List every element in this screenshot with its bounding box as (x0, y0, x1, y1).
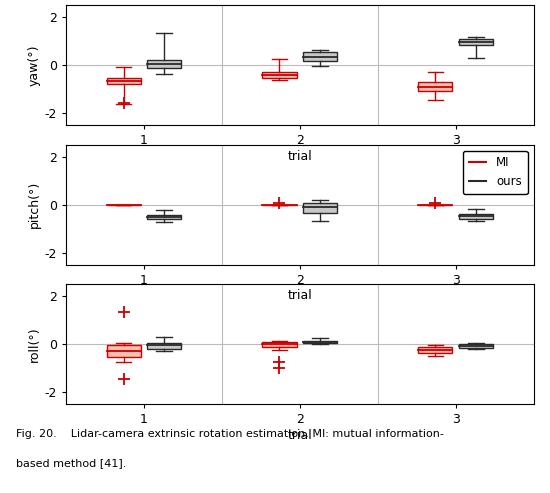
Y-axis label: roll(°): roll(°) (28, 326, 41, 362)
Bar (418, 347, 453, 353)
Legend: MI, ours: MI, ours (463, 150, 527, 194)
Bar (459, 213, 493, 218)
Bar (459, 39, 493, 45)
Y-axis label: pitch(°): pitch(°) (28, 181, 41, 228)
Bar (303, 203, 337, 213)
Bar (418, 82, 453, 91)
Text: Fig. 20.    Lidar-camera extrinsic rotation estimation. MI: mutual information-: Fig. 20. Lidar-camera extrinsic rotation… (16, 429, 444, 439)
Bar (262, 72, 296, 78)
Bar (107, 346, 141, 357)
Bar (459, 344, 493, 348)
X-axis label: trial: trial (287, 150, 312, 163)
Bar (303, 52, 337, 61)
Bar (107, 78, 141, 84)
Text: based method [41].: based method [41]. (16, 458, 127, 468)
X-axis label: trial: trial (287, 289, 312, 302)
X-axis label: trial: trial (287, 429, 312, 442)
Y-axis label: yaw(°): yaw(°) (28, 44, 41, 86)
Bar (303, 341, 337, 343)
Bar (147, 214, 182, 219)
Bar (147, 343, 182, 349)
Bar (262, 342, 296, 347)
Bar (147, 60, 182, 68)
